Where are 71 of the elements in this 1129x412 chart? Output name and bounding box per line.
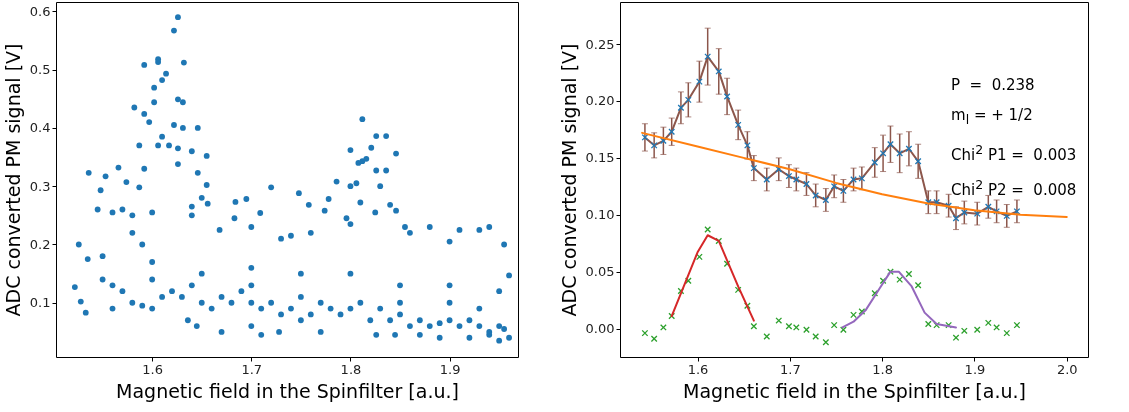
point (914, 281, 922, 289)
point (677, 104, 685, 112)
annotation: Chi$^{2}$ P1 = 0.003 (951, 141, 1077, 166)
point (812, 192, 820, 199)
line-series (841, 270, 957, 329)
point (887, 140, 894, 148)
point (850, 311, 857, 319)
y-tick-label: 0.1 (29, 295, 51, 311)
x-tick-label: 2.0 (1056, 361, 1078, 377)
y-tick-label: 0.5 (29, 62, 51, 78)
x-tick-label: 1.7 (780, 361, 801, 377)
y-axis-title: ADC converted PM signal [V] (1, 43, 24, 317)
x-tick-label: 1.9 (964, 361, 986, 377)
point (803, 326, 810, 334)
point (1013, 207, 1021, 215)
y-tick-label: 0.20 (585, 93, 615, 109)
point (984, 319, 992, 327)
point (763, 333, 771, 340)
point (871, 159, 879, 166)
point (858, 174, 866, 182)
x-tick-label: 1.6 (687, 361, 709, 377)
point (641, 134, 649, 141)
point (684, 96, 692, 104)
annotation: m$_{l}$ = + 1/2 (951, 105, 1034, 129)
point (792, 176, 800, 183)
point (812, 333, 820, 340)
point (775, 317, 783, 324)
point (879, 149, 887, 157)
point (792, 324, 800, 331)
x-axis-title: Magnetic field in the Spinfilter [a.u.] (116, 379, 459, 402)
point (803, 180, 810, 188)
x-tick-label: 1.8 (340, 361, 362, 377)
point (715, 68, 723, 75)
y-tick-label: 0.3 (29, 178, 51, 194)
y-tick-label: 0.05 (585, 264, 615, 280)
x-tick-label: 1.7 (241, 361, 263, 377)
y-axis-title: ADC converted PM signal [V] (557, 43, 580, 317)
point (723, 93, 731, 100)
point (785, 322, 793, 330)
y-tick-label: 0.25 (585, 36, 615, 52)
line-series (670, 234, 755, 322)
annotation: Chi$^{2}$ P2 = 0.008 (951, 176, 1077, 201)
point (952, 214, 960, 222)
y-tick-label: 0.10 (585, 207, 615, 223)
point (830, 182, 838, 190)
y-tick-label: 0.6 (29, 3, 51, 19)
y-tick-label: 0.4 (29, 120, 51, 136)
point (973, 326, 981, 334)
point (914, 157, 922, 165)
point (704, 226, 712, 233)
point (960, 209, 968, 216)
point (984, 203, 992, 211)
y-tick-label: 0.2 (29, 237, 51, 252)
y-tick-label: 0.15 (585, 150, 615, 166)
point (750, 322, 758, 330)
x-tick-label: 1.9 (439, 361, 461, 377)
point (704, 53, 712, 60)
y-tick-label: 0.00 (585, 321, 615, 337)
point (763, 176, 771, 183)
x-axis-title: Magnetic field in the Spinfilter [a.u.] (683, 379, 1026, 402)
point (840, 187, 847, 195)
point (960, 327, 968, 335)
point (650, 141, 658, 149)
point (1003, 329, 1011, 337)
point (924, 320, 932, 328)
x-tick-label: 1.6 (142, 361, 164, 377)
point (905, 145, 913, 153)
x-tick-label: 1.8 (872, 361, 893, 377)
point (952, 334, 960, 342)
point (822, 196, 830, 204)
annotation: P = 0.238 (951, 75, 1036, 96)
